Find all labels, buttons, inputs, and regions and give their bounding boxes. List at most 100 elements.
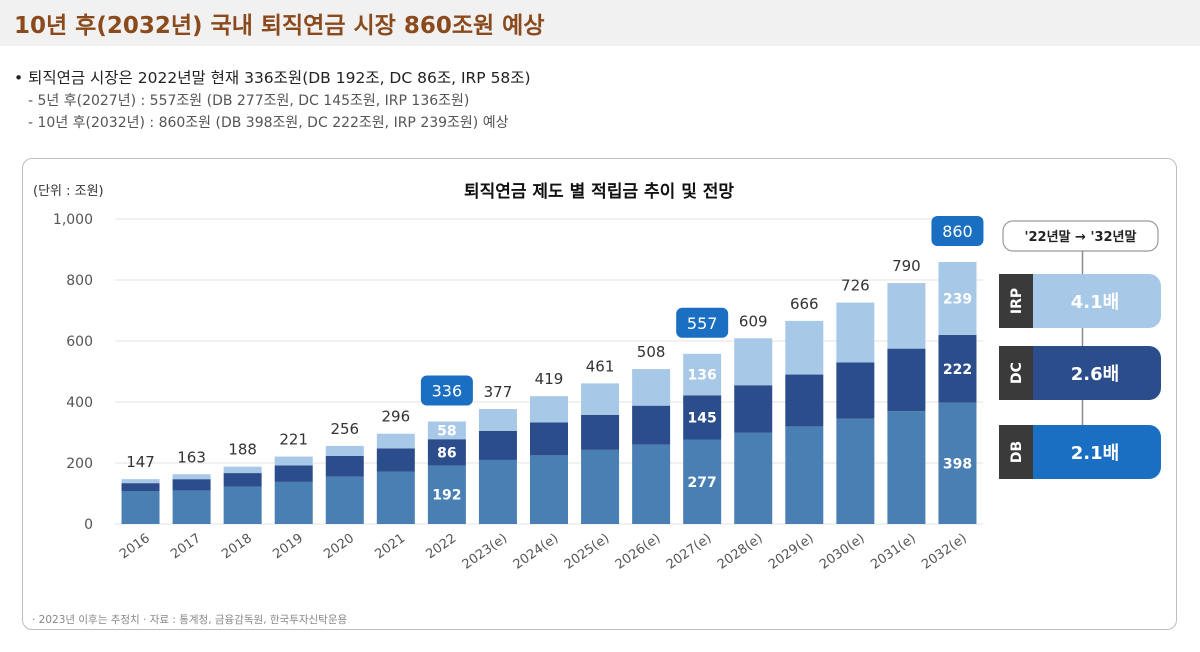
bar-segment-db bbox=[274, 481, 313, 524]
bar-segment-dc bbox=[683, 395, 722, 440]
bar-segment-dc bbox=[632, 405, 671, 445]
x-tick-label: 2017 bbox=[168, 531, 204, 562]
bar-segment-db bbox=[223, 486, 262, 524]
summary-bullets: • 퇴직연금 시장은 2022년말 현재 336조원(DB 192조, DC 8… bbox=[14, 66, 531, 134]
bullet-10-year-forecast: - 10년 후(2032년) : 860조원 (DB 398조원, DC 222… bbox=[28, 115, 509, 131]
bar-segment-dc bbox=[478, 430, 517, 460]
bar-segment-db bbox=[121, 491, 160, 524]
growth-panel-header: '22년말 → '32년말 bbox=[1025, 230, 1137, 245]
bar-segment-label: 145 bbox=[688, 410, 717, 426]
growth-bar-irp bbox=[1013, 274, 1161, 328]
bar-segment-db bbox=[836, 418, 875, 524]
bar-segment-dc bbox=[376, 448, 415, 472]
bar-segment-irp bbox=[530, 396, 568, 423]
bar-segment-dc bbox=[274, 465, 313, 482]
bar-segment-dc bbox=[223, 473, 262, 487]
bar-segment-irp bbox=[325, 445, 364, 456]
bar-total-label: 147 bbox=[126, 453, 155, 471]
bar-segment-irp bbox=[478, 409, 517, 431]
bar-segment-db bbox=[530, 455, 568, 524]
growth-tag-db bbox=[999, 425, 1033, 479]
growth-tag-irp bbox=[999, 274, 1033, 328]
y-tick-label: 400 bbox=[66, 395, 93, 411]
bar-segment-label: 222 bbox=[943, 362, 972, 378]
bar-segment-irp bbox=[121, 479, 160, 484]
bar-segment-dc bbox=[172, 479, 211, 491]
x-tick-label: 2030(e) bbox=[817, 531, 868, 573]
x-tick-label: 2018 bbox=[219, 531, 255, 562]
bar-total-label: 419 bbox=[535, 370, 564, 388]
bar-segment-dc bbox=[734, 385, 773, 433]
bar-segment-irp bbox=[172, 474, 211, 480]
bar-total-label: 860 bbox=[942, 222, 973, 241]
bar-segment-db bbox=[785, 426, 824, 524]
x-tick-label: 2026(e) bbox=[613, 531, 664, 573]
bar-segment-irp bbox=[683, 353, 722, 396]
chart-panel: 퇴직연금 제도 별 적립금 추이 및 전망 (단위 : 조원) 0 200 400 600… bbox=[22, 158, 1177, 630]
x-tick-label: 2019 bbox=[270, 531, 306, 562]
bar-segment-irp bbox=[734, 338, 773, 386]
bar-segment-label: 192 bbox=[432, 488, 461, 504]
growth-tag-label: DB bbox=[1009, 441, 1025, 463]
x-tick-label: 2029(e) bbox=[766, 531, 817, 573]
growth-tag-label: IRP bbox=[1009, 288, 1025, 314]
bar-segment-dc bbox=[836, 362, 875, 419]
bar-segment-label: 398 bbox=[943, 456, 972, 472]
x-tick-label: 2031(e) bbox=[868, 531, 919, 573]
bar-total-label: 557 bbox=[687, 314, 718, 333]
bar-segment-db bbox=[938, 402, 977, 524]
y-tick-label: 1,000 bbox=[53, 212, 93, 228]
growth-tag-dc bbox=[999, 346, 1033, 400]
bar-segment-db bbox=[427, 465, 466, 524]
bar-total-label: 188 bbox=[228, 441, 257, 459]
growth-value: 2.6배 bbox=[1071, 364, 1119, 385]
x-tick-label: 2023(e) bbox=[460, 531, 511, 573]
bar-segment-irp bbox=[887, 283, 926, 349]
bar-segment-dc bbox=[530, 422, 568, 456]
bar-segment-db bbox=[632, 444, 671, 524]
unit-label: (단위 : 조원) bbox=[33, 184, 104, 199]
bar-segment-irp bbox=[274, 456, 313, 466]
bar-total-label: 377 bbox=[484, 383, 513, 401]
x-tick-label: 2025(e) bbox=[562, 531, 613, 573]
title-bar: 10년 후(2032년) 국내 퇴직연금 시장 860조원 예상 bbox=[0, 0, 1200, 46]
x-tick-label: 2020 bbox=[321, 531, 357, 562]
stacked-bar-chart: 퇴직연금 제도 별 적립금 추이 및 전망 (단위 : 조원) 0 200 400 600… bbox=[33, 182, 1161, 573]
x-tick-label: 2028(e) bbox=[715, 531, 766, 573]
chart-title: 퇴직연금 제도 별 적립금 추이 및 전망 bbox=[464, 182, 734, 202]
bar-segment-label: 136 bbox=[688, 368, 717, 384]
footnote-source: · 2023년 이후는 추정치 · 자료 : 통계청, 금융감독원, 한국투자신… bbox=[32, 614, 348, 626]
bar-segment-db bbox=[734, 432, 773, 524]
bar-segment-irp bbox=[427, 421, 466, 440]
bar-total-label: 726 bbox=[841, 277, 870, 295]
bar-segment-db bbox=[683, 439, 722, 524]
x-tick-label: 2016 bbox=[117, 531, 153, 562]
bar-segment-label: 277 bbox=[688, 475, 717, 491]
growth-value: 4.1배 bbox=[1071, 292, 1119, 313]
growth-bar-db bbox=[1013, 425, 1161, 479]
bar-total-label: 296 bbox=[382, 408, 411, 426]
bar-total-label: 221 bbox=[279, 431, 308, 449]
total-highlight-box bbox=[931, 216, 984, 247]
bar-segment-irp bbox=[938, 262, 977, 335]
bar-total-label: 163 bbox=[177, 448, 206, 466]
x-tick-label: 2032(e) bbox=[919, 531, 970, 573]
x-tick-label: 2022 bbox=[423, 531, 459, 562]
bar-segment-db bbox=[478, 459, 517, 524]
growth-tag-label: DC bbox=[1009, 362, 1025, 384]
bar-total-label: 609 bbox=[739, 312, 768, 330]
bullet-5-year-forecast: - 5년 후(2027년) : 557조원 (DB 277조원, DC 145조… bbox=[28, 93, 470, 109]
x-tick-label: 2024(e) bbox=[511, 531, 562, 573]
total-highlight-box bbox=[676, 307, 729, 338]
bar-total-label: 790 bbox=[892, 257, 921, 275]
bar-total-label: 666 bbox=[790, 295, 819, 313]
bar-segment-dc bbox=[938, 334, 977, 403]
bar-segment-irp bbox=[223, 466, 262, 474]
y-tick-label: 800 bbox=[66, 273, 93, 289]
page-title: 10년 후(2032년) 국내 퇴직연금 시장 860조원 예상 bbox=[14, 13, 545, 39]
bar-total-label: 508 bbox=[637, 343, 666, 361]
y-tick-label: 0 bbox=[84, 517, 93, 533]
bar-segment-db bbox=[172, 490, 211, 524]
y-tick-label: 600 bbox=[66, 334, 93, 350]
bar-segment-db bbox=[325, 476, 364, 524]
